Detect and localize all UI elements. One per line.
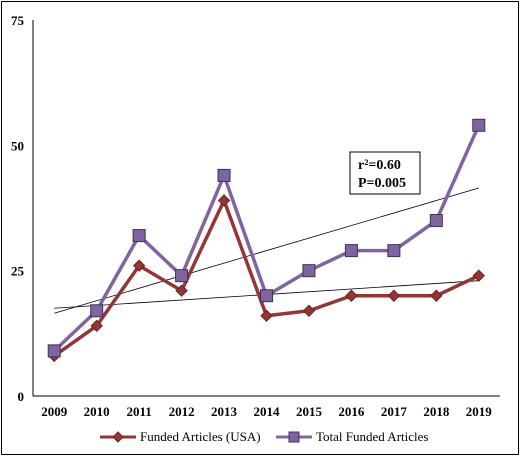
axes — [32, 20, 500, 397]
data-point — [472, 118, 486, 132]
data-point — [429, 214, 443, 228]
y-tick-label: 0 — [18, 389, 25, 404]
data-point — [344, 244, 358, 258]
x-tick-label: 2009 — [41, 404, 68, 419]
markers — [47, 118, 486, 363]
data-point — [302, 264, 316, 278]
x-tick-label: 2016 — [338, 404, 365, 419]
legend-label-total-funded: Total Funded Articles — [316, 429, 428, 444]
legend-item-funded-usa: Funded Articles (USA) — [100, 429, 261, 444]
x-tick-label: 2010 — [84, 404, 110, 419]
x-tick-label: 2014 — [254, 404, 281, 419]
legend: Funded Articles (USA) Total Funded Artic… — [100, 429, 428, 444]
data-point — [175, 269, 189, 283]
legend-item-total-funded: Total Funded Articles — [276, 429, 428, 444]
p-value-label: P=0.005 — [358, 176, 406, 191]
data-point — [132, 229, 146, 243]
x-tick-label: 2015 — [296, 404, 323, 419]
data-point — [302, 304, 316, 317]
trendline — [54, 187, 479, 314]
x-tick-label: 2017 — [381, 404, 408, 419]
data-point — [90, 304, 104, 318]
data-point — [260, 309, 273, 322]
stats-box — [349, 151, 421, 195]
r-squared-label: r²=0.60 — [358, 158, 401, 173]
data-point — [387, 289, 401, 302]
data-point — [47, 344, 61, 358]
legend-label-funded-usa: Funded Articles (USA) — [140, 429, 261, 444]
y-tick-label: 50 — [11, 138, 24, 153]
x-tick-label: 2012 — [169, 404, 195, 419]
data-point — [260, 289, 273, 303]
data-point — [430, 289, 443, 302]
data-point — [132, 259, 146, 272]
data-point — [345, 289, 358, 302]
data-point — [472, 269, 485, 282]
legend-marker-total-funded — [288, 431, 300, 443]
y-tick-label: 25 — [11, 264, 25, 279]
x-tick-label: 2019 — [466, 404, 493, 419]
data-point — [387, 244, 401, 258]
series-line — [53, 198, 480, 358]
x-tick-label: 2013 — [211, 404, 238, 419]
data-point — [175, 284, 188, 297]
y-tick-label: 75 — [11, 13, 25, 28]
x-tick-label: 2011 — [126, 404, 151, 419]
tick-labels: 0 25 50 75 2009 2010 2011 2012 2013 2014 2015 2016 2… — [11, 13, 492, 419]
data-point — [217, 168, 231, 182]
x-tick-label: 2018 — [423, 404, 450, 419]
legend-marker-funded-usa — [112, 431, 124, 443]
stats-annotation: r²=0.60 P=0.005 — [349, 151, 421, 195]
data-point — [217, 194, 231, 207]
data-point — [90, 319, 103, 333]
